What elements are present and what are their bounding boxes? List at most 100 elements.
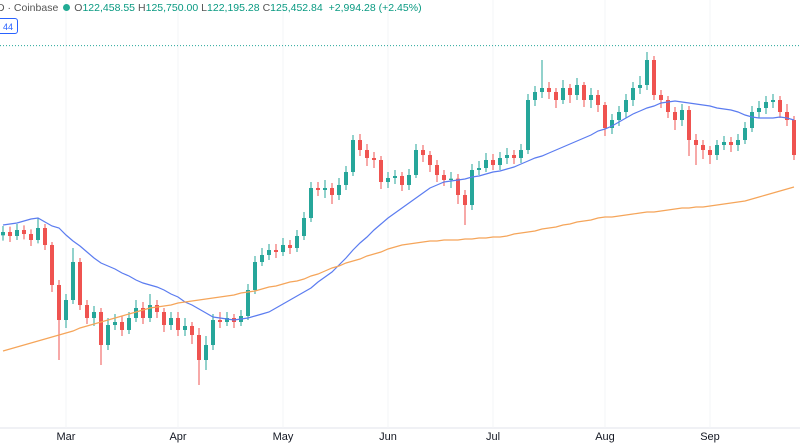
candle-body — [456, 178, 460, 195]
candle-body — [694, 140, 698, 145]
candle-body — [785, 112, 789, 120]
candle-body — [652, 60, 656, 95]
candle-body — [162, 312, 166, 325]
candle-body — [134, 308, 138, 318]
candle-body — [92, 312, 96, 318]
candle-body — [190, 326, 194, 335]
candle-body — [701, 145, 705, 150]
x-tick-label: Sep — [700, 431, 720, 443]
status-dot — [63, 4, 71, 11]
candle-body — [582, 85, 586, 100]
symbol-legend: D · Coinbase O122,458.55 H125,750.00 L122,1… — [0, 2, 425, 14]
candle-body — [36, 228, 40, 240]
candle-body — [596, 95, 600, 105]
candle-body — [631, 88, 635, 100]
candle-body — [778, 100, 782, 112]
ohlc-prefix: C — [262, 2, 271, 14]
candle-body — [337, 185, 341, 195]
candle-body — [29, 234, 33, 240]
x-tick-label: Apr — [169, 431, 186, 443]
candle-body — [274, 250, 278, 252]
candle-body — [771, 100, 775, 102]
candle-body — [407, 175, 411, 185]
candle-body — [169, 318, 173, 325]
candle-body — [316, 188, 320, 190]
candle-body — [512, 155, 516, 158]
candle-body — [533, 92, 537, 100]
candle-body — [589, 95, 593, 100]
ohlc-value: 125,452.84 — [270, 2, 323, 14]
candle-body — [743, 128, 747, 140]
candle-body — [708, 150, 712, 155]
candle-body — [568, 88, 572, 95]
ohlc-values: O122,458.55 H125,750.00 L122,195.28 C125,45… — [74, 2, 325, 14]
candle-body — [540, 88, 544, 92]
candle-body — [491, 160, 495, 165]
candle-body — [666, 100, 670, 112]
candle-body — [463, 195, 467, 205]
candle-body — [1, 232, 5, 236]
x-tick-label: Mar — [57, 431, 76, 443]
candle-body — [659, 95, 663, 100]
candle-body — [617, 112, 621, 120]
candle-body — [526, 100, 530, 150]
candle-body — [470, 170, 474, 205]
ohlc-value: 125,750.00 — [145, 2, 199, 14]
candle-body — [358, 140, 362, 150]
candle-body — [624, 100, 628, 112]
indicator-badge[interactable]: 44 — [0, 18, 18, 34]
candle-body — [603, 105, 607, 128]
candle-body — [8, 232, 12, 236]
candle-body — [330, 188, 334, 195]
candle-body — [379, 160, 383, 182]
candle-body — [554, 92, 558, 100]
candle-body — [736, 140, 740, 145]
candle-body — [50, 245, 54, 285]
candle-body — [85, 305, 89, 318]
candle-body — [309, 188, 313, 218]
candle-body — [372, 158, 376, 160]
candle-body — [99, 312, 103, 345]
candle-body — [638, 85, 642, 88]
change-value: +2,994.28 — [328, 2, 376, 14]
candle-body — [484, 160, 488, 168]
candle-body — [386, 178, 390, 182]
candle-body — [218, 320, 222, 322]
candle-body — [113, 322, 117, 325]
candle-body — [400, 176, 404, 185]
candle-body — [204, 345, 208, 360]
candle-body — [43, 228, 47, 245]
candle-body — [281, 245, 285, 252]
candle-body — [435, 165, 439, 175]
candle-body — [344, 172, 348, 185]
candle-body — [302, 218, 306, 236]
candle-body — [750, 112, 754, 128]
ohlc-prefix: O — [74, 2, 83, 14]
candle-body — [64, 300, 68, 320]
x-tick-label: Jun — [379, 431, 397, 443]
candle-body — [246, 290, 250, 316]
candle-body — [687, 110, 691, 140]
x-tick-label: Aug — [595, 431, 615, 443]
candle-body — [442, 175, 446, 180]
candle-body — [323, 188, 327, 190]
ohlc-value: 122,195.28 — [207, 2, 260, 14]
ohlc-prefix: L — [201, 2, 208, 14]
candle-body — [22, 230, 26, 234]
candle-body — [729, 142, 733, 145]
candle-body — [365, 150, 369, 158]
candle-body — [141, 308, 145, 318]
candle-body — [295, 236, 299, 248]
candle-body — [645, 60, 649, 85]
candle-body — [610, 120, 614, 128]
candle-body — [414, 150, 418, 175]
candle-body — [792, 120, 796, 155]
candle-body — [561, 88, 565, 100]
candle-body — [477, 168, 481, 170]
candle-body — [519, 150, 523, 158]
candle-body — [120, 322, 124, 330]
candle-body — [288, 245, 292, 248]
candle-body — [680, 110, 684, 120]
